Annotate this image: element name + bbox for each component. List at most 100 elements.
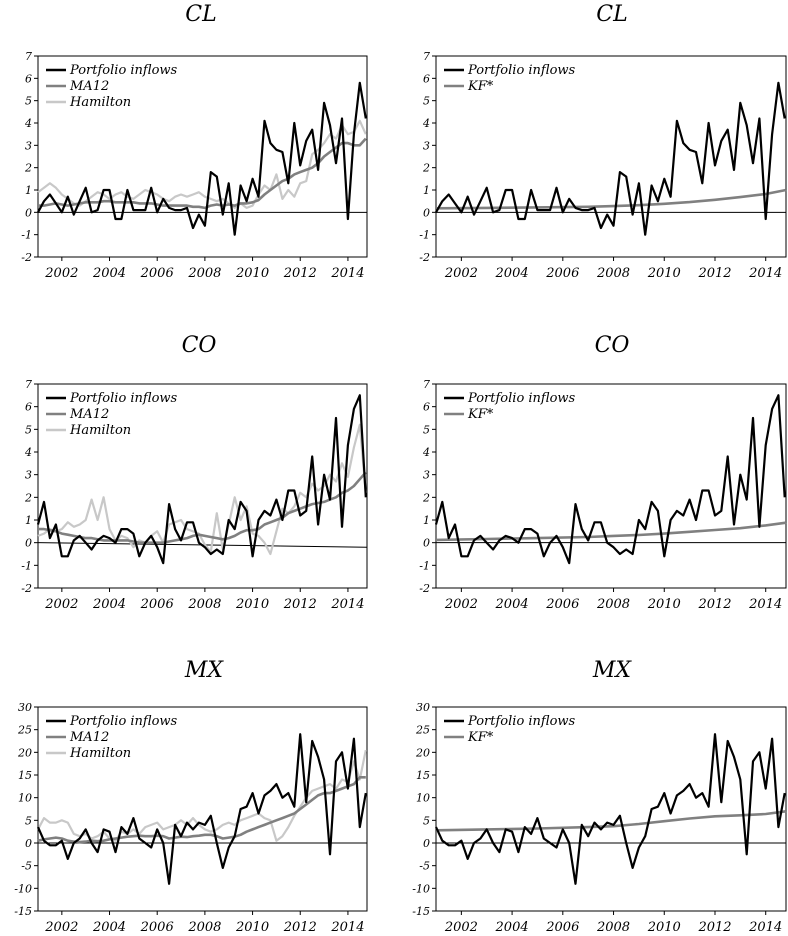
plot-frame: [37, 706, 368, 912]
x-tick-label: 2004: [92, 920, 126, 935]
y-tick-label: 2: [422, 162, 430, 175]
chart-title: CL: [596, 2, 627, 27]
series-line-hamilton: [37, 119, 367, 209]
y-tick-label: -10: [412, 882, 430, 895]
chart-title: CO: [182, 333, 217, 358]
x-tick-label: 2014: [330, 266, 364, 281]
x-tick-label: 2012: [697, 266, 731, 281]
x-tick-label: 2010: [235, 266, 269, 281]
x-tick-label: 2002: [44, 266, 78, 281]
legend-label: Portfolio inflows: [69, 391, 178, 406]
legend-label: Portfolio inflows: [467, 63, 576, 78]
y-tick-label: 20: [415, 746, 430, 759]
y-tick-label: 7: [25, 50, 32, 63]
legend-label: MA12: [69, 407, 109, 422]
plot-frame: [435, 383, 787, 589]
chart-panel-cl-kf: CL -2 -1 0 1 2 3 4 5 6 7 2002 2004 2006 2008 2010 2012 20…: [419, 2, 787, 281]
y-tick-label: 25: [17, 724, 32, 737]
x-tick-label: 2008: [596, 597, 630, 612]
y-tick-label: 0: [25, 537, 32, 550]
y-tick-label: 2: [24, 491, 32, 504]
chart-panel-mx-ma: MX -15 -10 -5 0 5 10 15 20 25 30 2002 2004 2006 2008 20…: [14, 658, 368, 935]
chart-panel-co-ma: CO -2 -1 0 1 2 3 4 5 6 7 2002 2004 2006 2008 2010 2012 20…: [21, 333, 368, 612]
y-tick-label: 3: [25, 469, 32, 482]
y-tick-label: 5: [25, 423, 32, 436]
y-tick-label: -1: [419, 229, 430, 242]
x-tick-label: 2008: [187, 266, 221, 281]
x-tick-label: 2010: [647, 920, 681, 935]
x-tick-label: 2008: [596, 920, 630, 935]
series-line-portfolio-inflows: [435, 733, 786, 885]
y-tick-label: 7: [25, 378, 32, 391]
x-tick-label: 2014: [330, 920, 364, 935]
series-line-kf-: [435, 188, 787, 210]
y-tick-label: 6: [25, 401, 32, 414]
y-tick-label: 25: [415, 724, 430, 737]
x-tick-label: 2010: [647, 597, 681, 612]
y-tick-label: 5: [423, 95, 430, 108]
series-line-kf-: [435, 810, 787, 832]
y-tick-label: -2: [419, 582, 430, 595]
x-tick-label: 2012: [283, 597, 317, 612]
x-tick-label: 2006: [545, 597, 579, 612]
x-tick-label: 2002: [444, 920, 478, 935]
y-tick-label: 5: [423, 814, 430, 827]
series-line-portfolio-inflows: [435, 81, 786, 236]
legend-label: MA12: [69, 730, 109, 745]
legend-label: Hamilton: [69, 746, 131, 761]
y-tick-label: -5: [419, 860, 430, 873]
legend-label: MA12: [69, 79, 109, 94]
y-tick-label: 3: [423, 469, 430, 482]
y-tick-label: 30: [18, 701, 32, 714]
y-tick-label: 1: [25, 514, 32, 527]
y-tick-label: 10: [18, 792, 32, 805]
series-line-kf-: [435, 521, 787, 542]
y-tick-label: -5: [21, 860, 32, 873]
chart-title: CL: [185, 2, 216, 27]
legend-label: KF*: [467, 730, 494, 745]
series-line-hamilton: [37, 749, 367, 842]
y-tick-label: -15: [412, 905, 430, 918]
y-tick-label: -1: [21, 229, 32, 242]
chart-panel-cl-ma: CL -2 -1 0 1 2 3 4 5 6 7 2002 2004 2006 2008 2010 2012 20…: [21, 2, 368, 281]
series-line-ma12: [38, 471, 367, 545]
y-tick-label: 10: [416, 792, 430, 805]
legend-label: Portfolio inflows: [467, 391, 576, 406]
series-line-portfolio-inflows: [37, 81, 367, 236]
x-tick-label: 2004: [495, 920, 529, 935]
y-tick-label: 0: [25, 206, 32, 219]
y-tick-label: 3: [25, 139, 32, 152]
legend-label: Hamilton: [69, 423, 131, 438]
y-tick-label: 6: [423, 401, 430, 414]
x-tick-label: 2012: [697, 597, 731, 612]
y-tick-label: 5: [25, 814, 32, 827]
y-tick-label: 20: [17, 746, 32, 759]
x-tick-label: 2012: [283, 920, 317, 935]
y-tick-label: 7: [423, 378, 430, 391]
x-tick-label: 2010: [235, 920, 269, 935]
series-line-ma12: [38, 137, 367, 210]
y-tick-label: 15: [416, 769, 430, 782]
chart-panel-mx-kf: MX -15 -10 -5 0 5 10 15 20 25 30 2002 2004 2006 2008 20…: [412, 658, 787, 935]
x-tick-label: 2002: [444, 266, 478, 281]
x-tick-label: 2008: [187, 597, 221, 612]
y-tick-label: 0: [423, 837, 430, 850]
y-tick-label: -1: [21, 559, 32, 572]
y-tick-label: 4: [24, 446, 32, 459]
x-tick-label: 2014: [748, 597, 782, 612]
x-tick-label: 2010: [647, 266, 681, 281]
x-tick-label: 2002: [44, 920, 78, 935]
legend-label: Portfolio inflows: [69, 63, 178, 78]
series-line-ma12: [37, 775, 366, 844]
series-line-hamilton: [37, 423, 367, 556]
legend-label: KF*: [467, 407, 494, 422]
x-tick-label: 2014: [748, 920, 782, 935]
x-tick-label: 2006: [545, 920, 579, 935]
x-tick-label: 2006: [140, 920, 174, 935]
y-tick-label: 15: [18, 769, 32, 782]
y-tick-label: -2: [21, 582, 32, 595]
y-tick-label: -2: [21, 251, 32, 264]
y-tick-label: 6: [25, 72, 32, 85]
plot-frame: [37, 55, 368, 258]
